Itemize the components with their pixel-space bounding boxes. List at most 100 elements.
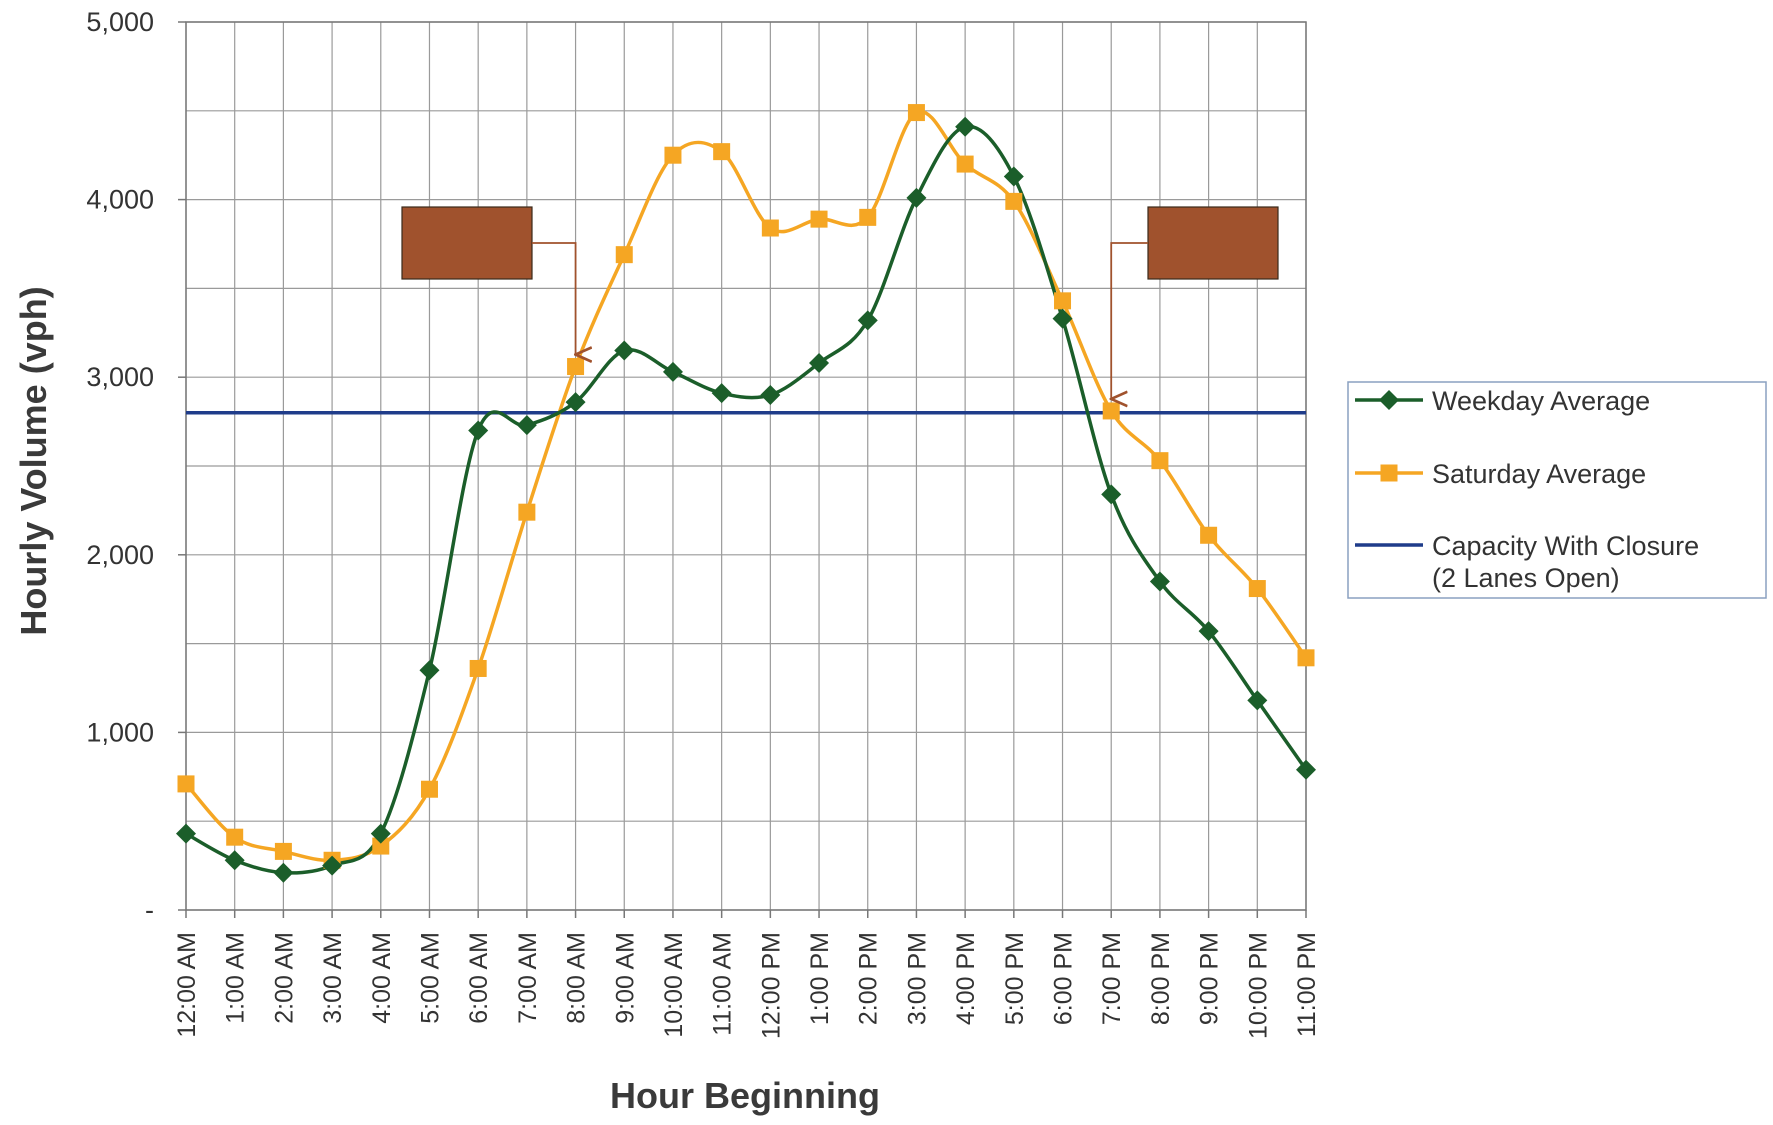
y-axis-title: Hourly Volume (vph) (13, 286, 54, 635)
legend-saturday-average-label: Saturday Average (1432, 459, 1646, 489)
y-tick-label: 5,000 (86, 7, 154, 37)
x-tick-label: 2:00 AM (270, 932, 298, 1024)
weekday-average-point (614, 340, 635, 361)
legend-weekday-average-label: Weekday Average (1432, 386, 1650, 416)
grid (178, 21, 1307, 918)
y-tick-label: 2,000 (86, 540, 154, 570)
x-tick-label: 1:00 AM (222, 932, 250, 1024)
x-tick-label: 9:00 PM (1196, 932, 1224, 1025)
x-tick-label: 3:00 AM (319, 932, 347, 1024)
weekday-average-point (419, 660, 440, 681)
saturday-average-line (184, 109, 1308, 863)
weekday-average-point (1101, 484, 1122, 505)
weekday-average-point (273, 862, 294, 883)
y-tick-labels: - 1,000 2,000 3,000 4,000 5,000 (86, 7, 154, 925)
saturday-average-point (518, 503, 536, 521)
weekday-average-point (370, 823, 391, 844)
x-tick-label: 7:00 AM (514, 932, 542, 1024)
saturday-average-point (1297, 649, 1315, 667)
saturday-average-point (810, 210, 828, 228)
series-layer (176, 104, 1316, 883)
x-tick-label: 3:00 PM (903, 932, 931, 1025)
weekday-average-point (760, 384, 781, 405)
saturday-average-point (859, 208, 877, 226)
saturday-average-point (615, 246, 633, 264)
legend-weekday-average-marker (1379, 390, 1399, 410)
x-tick-label: 7:00 PM (1098, 932, 1126, 1025)
saturday-average-point (372, 837, 390, 855)
x-tick-label: 2:00 PM (855, 932, 883, 1025)
saturday-average-point (1054, 292, 1072, 310)
x-tick-label: 5:00 PM (1001, 932, 1029, 1025)
y-tick-label: 4,000 (86, 185, 154, 215)
plot-frame (185, 21, 1307, 911)
weekday-average-point (565, 392, 586, 413)
weekday-average-point (516, 415, 537, 436)
x-tick-label: 11:00 PM (1293, 932, 1321, 1037)
weekday-average-point (955, 116, 976, 137)
saturday-average-point (469, 659, 487, 677)
weekday-average-point (468, 420, 489, 441)
saturday-average-point (420, 780, 438, 798)
saturday-average-point (1200, 526, 1218, 544)
weekday-average-point (857, 310, 878, 331)
callout-arrow (532, 242, 576, 355)
x-tick-label: 10:00 AM (660, 932, 688, 1038)
saturday-average-point (713, 143, 731, 161)
saturday-average-point (567, 358, 585, 376)
annotations (401, 206, 1279, 399)
saturday-average-point (664, 146, 682, 164)
legend-box (1347, 381, 1767, 599)
y-tick-label: - (145, 895, 154, 925)
legend-capacity-with-closure-label: Capacity With Closure (1432, 531, 1699, 561)
saturday-average-point (1248, 580, 1266, 598)
weekday-average-point (906, 187, 927, 208)
weekday-average-point (1149, 571, 1170, 592)
x-tick-label: 8:00 PM (1147, 932, 1175, 1025)
x-tick-label: 12:00 AM (173, 932, 201, 1038)
legend-items: Weekday Average Saturday Average Capacity … (1355, 386, 1699, 593)
x-tick-label: 6:00 AM (465, 932, 493, 1024)
weekday-average-line (185, 124, 1308, 875)
x-tick-label: 4:00 AM (368, 932, 396, 1024)
saturday-average-point (177, 775, 195, 793)
weekday-average-point (809, 352, 830, 373)
saturday-average-point (1151, 452, 1169, 470)
saturday-average-point (1005, 192, 1023, 210)
x-tick-label: 9:00 AM (611, 932, 639, 1024)
x-axis-title: Hour Beginning (610, 1075, 880, 1116)
saturday-average-point (907, 104, 925, 122)
x-tick-label: 1:00 PM (806, 932, 834, 1025)
weekday-average-point (1247, 690, 1268, 711)
x-tick-label: 4:00 PM (952, 932, 980, 1025)
x-tick-labels: 12:00 AM 1:00 AM 2:00 AM 3:00 AM 4:00 AM 5:00… (173, 932, 1321, 1039)
saturday-average-point (956, 155, 974, 173)
x-tick-label: 11:00 AM (709, 932, 737, 1036)
saturday-average-point (274, 842, 292, 860)
weekday-average-point (1198, 621, 1219, 642)
callout-box (401, 206, 533, 280)
x-tick-label: 6:00 PM (1050, 932, 1078, 1025)
legend: Weekday Average Saturday Average Capacity … (1347, 381, 1767, 599)
saturday-average-point (761, 219, 779, 237)
weekday-average-point (711, 383, 732, 404)
weekday-average-point (1296, 759, 1316, 780)
y-tick-label: 1,000 (86, 717, 154, 747)
y-tick-label: 3,000 (86, 362, 154, 392)
weekday-average-point (1003, 166, 1024, 187)
legend-saturday-average-marker (1380, 464, 1398, 482)
saturday-average-point (226, 828, 244, 846)
weekday-average-point (1052, 308, 1073, 329)
legend-capacity-with-closure-label: (2 Lanes Open) (1432, 563, 1620, 593)
x-tick-label: 12:00 PM (757, 932, 785, 1039)
saturday-average-point (1102, 402, 1120, 420)
x-tick-label: 10:00 PM (1244, 932, 1272, 1039)
callout-box (1147, 206, 1279, 280)
weekday-average-point (662, 361, 683, 382)
weekday-average-point (176, 823, 196, 844)
x-tick-label: 5:00 AM (416, 932, 444, 1024)
callout-arrow (1111, 242, 1148, 399)
x-tick-label: 8:00 AM (563, 932, 591, 1024)
weekday-average-point (224, 850, 245, 871)
